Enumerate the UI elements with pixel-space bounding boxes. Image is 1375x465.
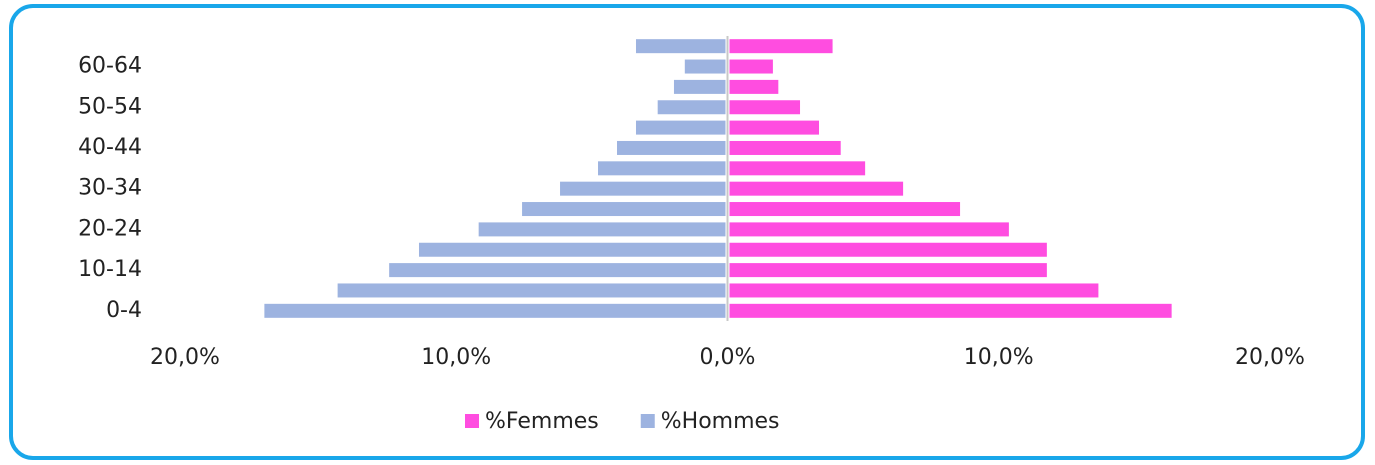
bar bbox=[729, 222, 1009, 237]
y-tick-label: 10-14 bbox=[78, 257, 142, 282]
bar bbox=[478, 222, 726, 237]
bar bbox=[729, 39, 833, 54]
bar bbox=[673, 79, 726, 94]
bar bbox=[729, 303, 1172, 318]
x-tick-label: 20,0% bbox=[1235, 345, 1305, 370]
y-tick-label: 0-4 bbox=[106, 298, 142, 323]
bar bbox=[729, 263, 1047, 278]
bar bbox=[729, 202, 961, 217]
bar bbox=[264, 303, 726, 318]
bar bbox=[635, 39, 726, 54]
bar bbox=[729, 161, 866, 176]
y-tick-label: 30-34 bbox=[78, 176, 142, 201]
bar bbox=[729, 79, 779, 94]
bar bbox=[729, 242, 1047, 257]
y-tick-label: 60-64 bbox=[78, 54, 142, 79]
bar bbox=[389, 263, 726, 278]
legend-swatch bbox=[465, 414, 479, 428]
bar bbox=[635, 120, 726, 135]
legend-swatch bbox=[640, 414, 655, 428]
y-tick-label: 50-54 bbox=[78, 94, 142, 119]
bar bbox=[684, 59, 726, 74]
bar bbox=[729, 283, 1099, 298]
x-tick-label: 0,0% bbox=[700, 345, 756, 370]
x-tick-label: 20,0% bbox=[150, 345, 220, 370]
y-tick-label: 40-44 bbox=[78, 135, 142, 160]
bar bbox=[617, 140, 726, 155]
x-tick-label: 10,0% bbox=[421, 345, 491, 370]
legend-label: %Femmes bbox=[485, 409, 599, 434]
x-tick-label: 10,0% bbox=[964, 345, 1034, 370]
bar bbox=[522, 202, 726, 217]
bar bbox=[560, 181, 726, 196]
bar bbox=[729, 120, 820, 135]
bar bbox=[729, 181, 904, 196]
y-tick-label: 20-24 bbox=[78, 216, 142, 241]
bar bbox=[729, 100, 801, 115]
bar bbox=[418, 242, 726, 257]
legend-label: %Hommes bbox=[661, 409, 780, 434]
bar bbox=[657, 100, 726, 115]
bar bbox=[729, 59, 773, 74]
bar bbox=[729, 140, 841, 155]
bar bbox=[598, 161, 726, 176]
bar bbox=[337, 283, 726, 298]
